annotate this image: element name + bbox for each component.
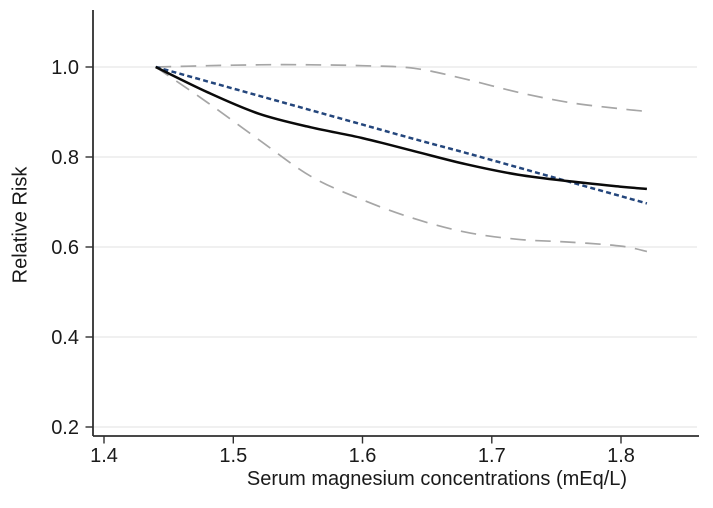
- x-tick-label: 1.7: [478, 445, 506, 467]
- x-tick-label: 1.5: [219, 445, 247, 467]
- y-tick-label: 1.0: [51, 57, 79, 79]
- x-tick-label: 1.6: [349, 445, 377, 467]
- series-line-lower-95ci: [155, 66, 648, 253]
- x-tick-label: 1.8: [607, 445, 635, 467]
- series-line-linear-trend: [155, 65, 648, 205]
- y-axis-title: Relative Risk: [9, 166, 32, 284]
- x-tick-label: 1.4: [90, 445, 118, 467]
- y-tick-label: 0.4: [51, 327, 79, 349]
- y-tick-label: 0.2: [51, 417, 79, 439]
- y-tick-label: 0.6: [51, 237, 79, 259]
- series-line-spline-estimate: [155, 65, 648, 191]
- x-axis-title: Serum magnesium concentrations (mEq/L): [246, 468, 628, 490]
- y-tick-label: 0.8: [51, 147, 79, 169]
- series-line-upper-95ci: [155, 63, 647, 113]
